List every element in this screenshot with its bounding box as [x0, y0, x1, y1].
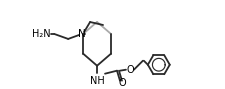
Text: NH: NH [90, 76, 104, 86]
Text: O: O [118, 78, 126, 88]
Text: N: N [78, 29, 86, 39]
Text: H₂N: H₂N [32, 29, 50, 39]
Text: O: O [126, 65, 134, 75]
